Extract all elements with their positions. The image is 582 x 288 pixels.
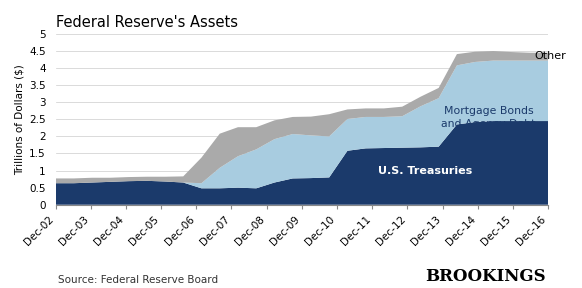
Text: BROOKINGS: BROOKINGS xyxy=(425,268,545,285)
Text: Federal Reserve's Assets: Federal Reserve's Assets xyxy=(55,15,237,30)
Text: Source: Federal Reserve Board: Source: Federal Reserve Board xyxy=(58,275,218,285)
Text: Other: Other xyxy=(534,51,566,61)
Y-axis label: Trillions of Dollars ($): Trillions of Dollars ($) xyxy=(15,64,25,175)
Text: Mortgage Bonds
and Agency Debt: Mortgage Bonds and Agency Debt xyxy=(441,107,535,129)
Text: U.S. Treasuries: U.S. Treasuries xyxy=(378,166,472,176)
